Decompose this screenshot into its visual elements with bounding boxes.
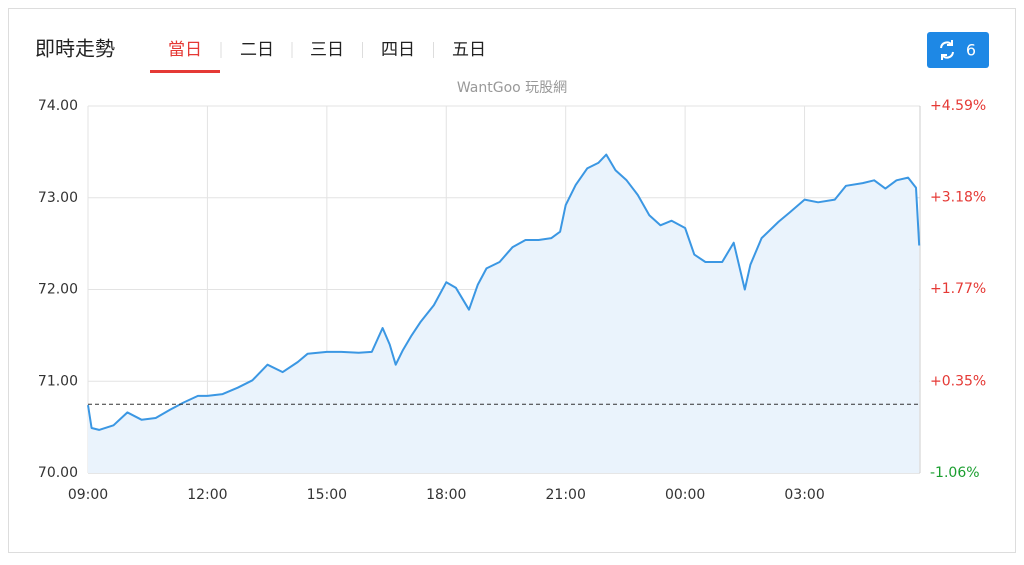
tab[interactable]: 二日 bbox=[240, 40, 274, 60]
x-tick-label: 15:00 bbox=[307, 487, 347, 503]
y-tick-label: 73.00 bbox=[38, 190, 78, 206]
x-tick-label: 03:00 bbox=[784, 487, 824, 503]
refresh-button-bg[interactable] bbox=[927, 32, 989, 68]
tab[interactable]: 三日 bbox=[310, 40, 344, 60]
y-tick-label: 72.00 bbox=[38, 282, 78, 298]
tab[interactable]: 四日 bbox=[381, 40, 415, 60]
tab[interactable]: 當日 bbox=[168, 40, 202, 60]
widget-title: 即時走勢 bbox=[35, 37, 115, 61]
x-tick-label: 09:00 bbox=[68, 487, 108, 503]
refresh-icon bbox=[940, 40, 954, 60]
tab[interactable]: 五日 bbox=[452, 40, 486, 60]
tab-underline bbox=[150, 70, 220, 73]
price-area bbox=[88, 154, 920, 473]
refresh-count: 6 bbox=[966, 41, 976, 60]
x-tick-label: 12:00 bbox=[187, 487, 227, 503]
y-tick-label: 74.00 bbox=[38, 98, 78, 114]
y2-tick-label: -1.06% bbox=[930, 465, 980, 481]
watermark: WantGoo 玩股網 bbox=[457, 80, 567, 96]
plot: 70.00 71.00 72.00 73.00 74.00 09:00 12:00 15:00… bbox=[38, 98, 986, 503]
x-tick-label: 00:00 bbox=[665, 487, 705, 503]
y2-tick-label: +4.59% bbox=[930, 98, 986, 114]
tab-bar: 當日 二日 三日 四日 五日 bbox=[150, 40, 486, 73]
x-tick-label: 18:00 bbox=[426, 487, 466, 503]
price-line bbox=[87, 153, 921, 431]
y-tick-label: 71.00 bbox=[38, 373, 78, 389]
x-tick-label: 21:00 bbox=[546, 487, 586, 503]
y-tick-label: 70.00 bbox=[38, 465, 78, 481]
y2-tick-label: +1.77% bbox=[930, 281, 986, 297]
refresh-button[interactable]: 6 bbox=[927, 32, 989, 68]
y2-tick-label: +3.18% bbox=[930, 190, 986, 206]
y2-tick-label: +0.35% bbox=[930, 373, 986, 389]
